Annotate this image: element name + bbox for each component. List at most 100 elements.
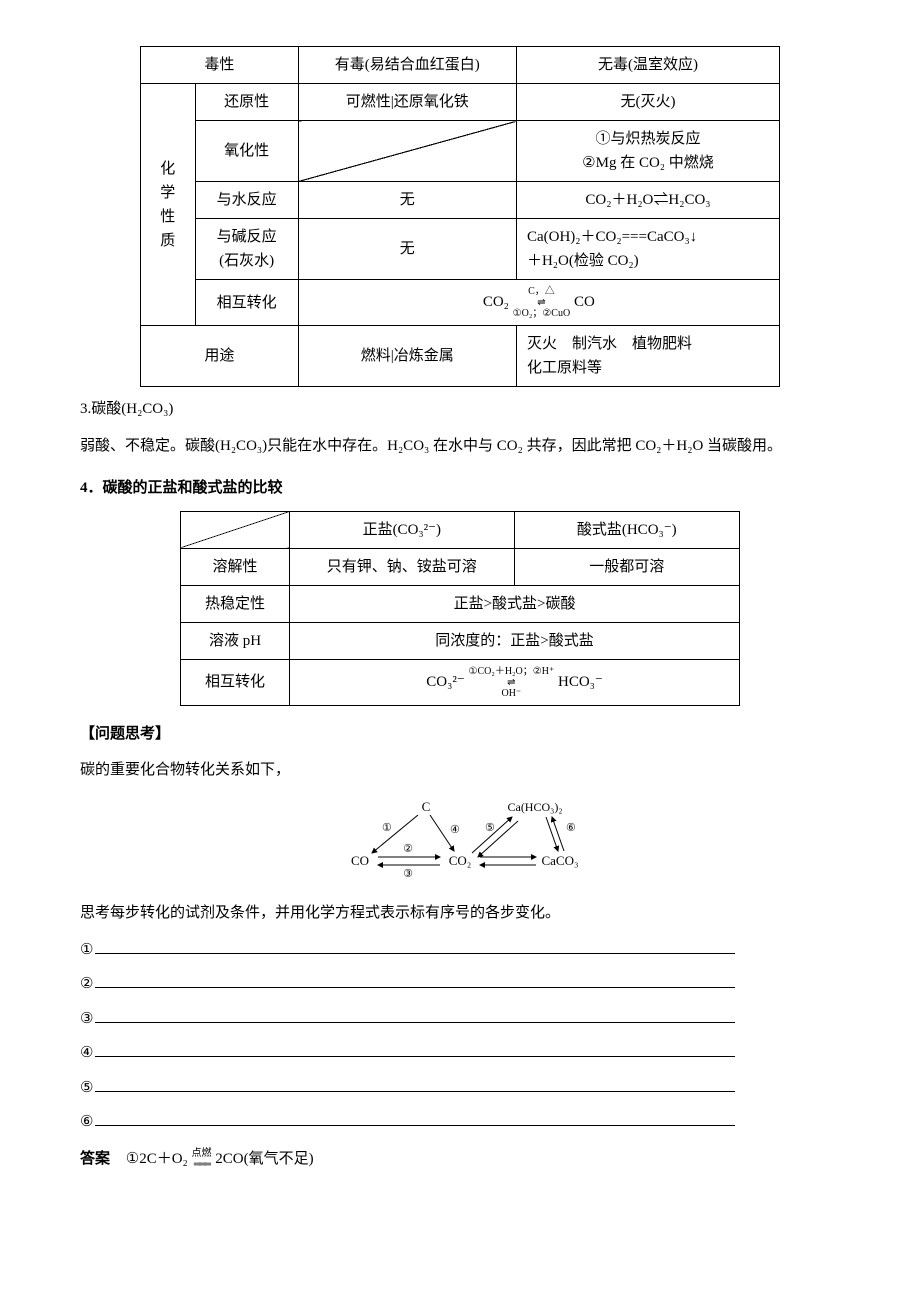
- edge-label-4: ④: [450, 824, 460, 836]
- interconvert-over: C，△: [528, 286, 555, 297]
- row-use: 用途 燃料|冶炼金属 灭火 制汽水 植物肥料 化工原料等: [141, 326, 780, 387]
- blank-label-1: ①: [80, 942, 93, 958]
- use-co2-line2: 化工原料等: [527, 360, 602, 376]
- answer-arrow: 点燃 ═══: [192, 1148, 212, 1170]
- think-intro: 碳的重要化合物转化关系如下，: [80, 756, 840, 785]
- edge-label-6: ⑥: [566, 822, 576, 834]
- answer-text-prefix: ①2C＋O₂: [126, 1151, 188, 1167]
- salts-solubility-label: 溶解性: [181, 548, 290, 585]
- chem-props-label: 化学性质: [141, 84, 196, 326]
- use-co2: 灭火 制汽水 植物肥料 化工原料等: [516, 326, 779, 387]
- edge-label-1: ①: [382, 822, 392, 834]
- with-base-label: 与碱反应 (石灰水): [195, 219, 298, 280]
- blank-label-4: ④: [80, 1045, 93, 1061]
- row-interconvert: 相互转化 CO₂ C，△ ⇌ ①O₂；②CuO CO: [141, 280, 780, 326]
- oxidizing-co2-line1: ①与炽热炭反应: [595, 131, 700, 147]
- salts-interconvert-rhs: HCO₃⁻: [558, 673, 603, 689]
- row-toxicity: 毒性 有毒(易结合血红蛋白) 无毒(温室效应): [141, 47, 780, 84]
- blank-line-1: [95, 938, 735, 954]
- oxidizing-co-diagonal: [298, 121, 516, 182]
- blank-line-5: [95, 1076, 735, 1092]
- edge-label-2: ②: [403, 843, 413, 855]
- salts-thermal-label: 热稳定性: [181, 585, 290, 622]
- blank-line-4: [95, 1041, 735, 1057]
- blank-line-2: [95, 972, 735, 988]
- blank-row-6: ⑥: [80, 1108, 840, 1137]
- with-water-co: 无: [298, 182, 516, 219]
- salts-solubility-pos: 只有钾、钠、铵盐可溶: [290, 548, 514, 585]
- with-base-co: 无: [298, 219, 516, 280]
- interconvert-arrow: C，△ ⇌ ①O₂；②CuO: [513, 286, 571, 319]
- interconvert-reaction: CO₂ C，△ ⇌ ①O₂；②CuO CO: [298, 280, 779, 326]
- salts-header-pos: 正盐(CO₃²⁻): [290, 511, 514, 548]
- reducing-co2: 无(灭火): [516, 84, 779, 121]
- conversion-diagram: C Ca(HCO₃)₂ CO CO₂ CaCO₃ ① ② ③ ④ ⑤ ⑥: [80, 795, 840, 890]
- blank-row-4: ④: [80, 1039, 840, 1068]
- edge-label-5: ⑤: [485, 822, 495, 834]
- carbon-oxides-table: 毒性 有毒(易结合血红蛋白) 无毒(温室效应) 化学性质 还原性 可燃性|还原氧…: [140, 46, 780, 387]
- oxidizing-co2: ①与炽热炭反应 ②Mg 在 CO₂ 中燃烧: [516, 121, 779, 182]
- use-label: 用途: [141, 326, 299, 387]
- node-co2: CO₂: [449, 853, 472, 868]
- salts-thermal-merged: 正盐>酸式盐>碳酸: [290, 585, 740, 622]
- blank-label-2: ②: [80, 976, 93, 992]
- blank-row-5: ⑤: [80, 1074, 840, 1103]
- carbonate-salts-table: 正盐(CO₃²⁻) 酸式盐(HCO₃⁻) 溶解性 只有钾、钠、铵盐可溶 一般都可…: [180, 511, 740, 706]
- carbonic-acid-body: 弱酸、不稳定。碳酸(H₂CO₃)只能在水中存在。H₂CO₃ 在水中与 CO₂ 共…: [80, 432, 840, 461]
- think-heading: 【问题思考】: [80, 720, 840, 749]
- interconvert-lhs: CO₂: [483, 294, 509, 310]
- with-water-label: 与水反应: [195, 182, 298, 219]
- with-base-co2: Ca(OH)₂＋CO₂===CaCO₃↓ ＋H₂O(检验 CO₂): [516, 219, 779, 280]
- edge-label-3: ③: [403, 868, 413, 879]
- node-co: CO: [351, 853, 369, 868]
- salts-thermal-row: 热稳定性 正盐>酸式盐>碳酸: [181, 585, 740, 622]
- oxidizing-label: 氧化性: [195, 121, 298, 182]
- blank-label-5: ⑤: [80, 1080, 93, 1096]
- blank-label-6: ⑥: [80, 1114, 93, 1130]
- blank-label-3: ③: [80, 1011, 93, 1027]
- blank-line-3: [95, 1007, 735, 1023]
- harpoon-icon: ⇌: [507, 677, 515, 688]
- section4-title: 4．碳酸的正盐和酸式盐的比较: [80, 474, 840, 503]
- salts-ph-label: 溶液 pH: [181, 622, 290, 659]
- salts-solubility-acid: 一般都可溶: [514, 548, 739, 585]
- use-co2-line1: 灭火 制汽水 植物肥料: [527, 336, 692, 352]
- toxicity-label: 毒性: [141, 47, 299, 84]
- salts-ph-row: 溶液 pH 同浓度的：正盐>酸式盐: [181, 622, 740, 659]
- think-prompt: 思考每步转化的试剂及条件，并用化学方程式表示标有序号的各步变化。: [80, 899, 840, 928]
- conversion-diagram-svg: C Ca(HCO₃)₂ CO CO₂ CaCO₃ ① ② ③ ④ ⑤ ⑥: [300, 795, 620, 879]
- row-with-base: 与碱反应 (石灰水) 无 Ca(OH)₂＋CO₂===CaCO₃↓ ＋H₂O(检…: [141, 219, 780, 280]
- row-oxidizing: 氧化性 ①与炽热炭反应 ②Mg 在 CO₂ 中燃烧: [141, 121, 780, 182]
- toxicity-co: 有毒(易结合血红蛋白): [298, 47, 516, 84]
- answer-label: 答案: [80, 1151, 110, 1167]
- reducing-co: 可燃性|还原氧化铁: [298, 84, 516, 121]
- with-base-label-line2: (石灰水): [219, 253, 274, 269]
- answer-line: 答案 ①2C＋O₂ 点燃 ═══ 2CO(氧气不足): [80, 1145, 840, 1174]
- harpoon-icon: ⇌: [537, 297, 545, 308]
- blank-row-1: ①: [80, 936, 840, 965]
- equals-line-icon: ═══: [194, 1159, 209, 1170]
- blank-row-3: ③: [80, 1005, 840, 1034]
- answer-over: 点燃: [192, 1148, 212, 1159]
- salts-interconvert-over: ①CO₂＋H₂O；②H⁺: [468, 666, 554, 677]
- oxidizing-co2-line2: ②Mg 在 CO₂ 中燃烧: [582, 155, 714, 171]
- node-c: C: [422, 799, 431, 814]
- row-reducing: 化学性质 还原性 可燃性|还原氧化铁 无(灭火): [141, 84, 780, 121]
- salts-interconvert-arrow: ①CO₂＋H₂O；②H⁺ ⇌ OH⁻: [468, 666, 554, 699]
- with-base-co2-line2: ＋H₂O(检验 CO₂): [527, 253, 639, 269]
- use-co: 燃料|冶炼金属: [298, 326, 516, 387]
- reducing-label: 还原性: [195, 84, 298, 121]
- node-cahco3: Ca(HCO₃)₂: [507, 800, 562, 814]
- carbonic-acid-heading: 3.碳酸(H₂CO₃): [80, 395, 840, 424]
- row-with-water: 与水反应 无 CO₂＋H₂O⇌H₂CO₃: [141, 182, 780, 219]
- toxicity-co2: 无毒(温室效应): [516, 47, 779, 84]
- interconvert-under: ①O₂；②CuO: [513, 308, 571, 319]
- salts-ph-merged: 同浓度的：正盐>酸式盐: [290, 622, 740, 659]
- salts-header-acid: 酸式盐(HCO₃⁻): [514, 511, 739, 548]
- salts-interconvert-under: OH⁻: [501, 688, 521, 699]
- salts-corner-diagonal: [181, 511, 290, 548]
- salts-interconvert-row: 相互转化 CO₃²⁻ ①CO₂＋H₂O；②H⁺ ⇌ OH⁻ HCO₃⁻: [181, 659, 740, 705]
- interconvert-label: 相互转化: [195, 280, 298, 326]
- salts-header-row: 正盐(CO₃²⁻) 酸式盐(HCO₃⁻): [181, 511, 740, 548]
- with-base-label-line1: 与碱反应: [217, 229, 277, 245]
